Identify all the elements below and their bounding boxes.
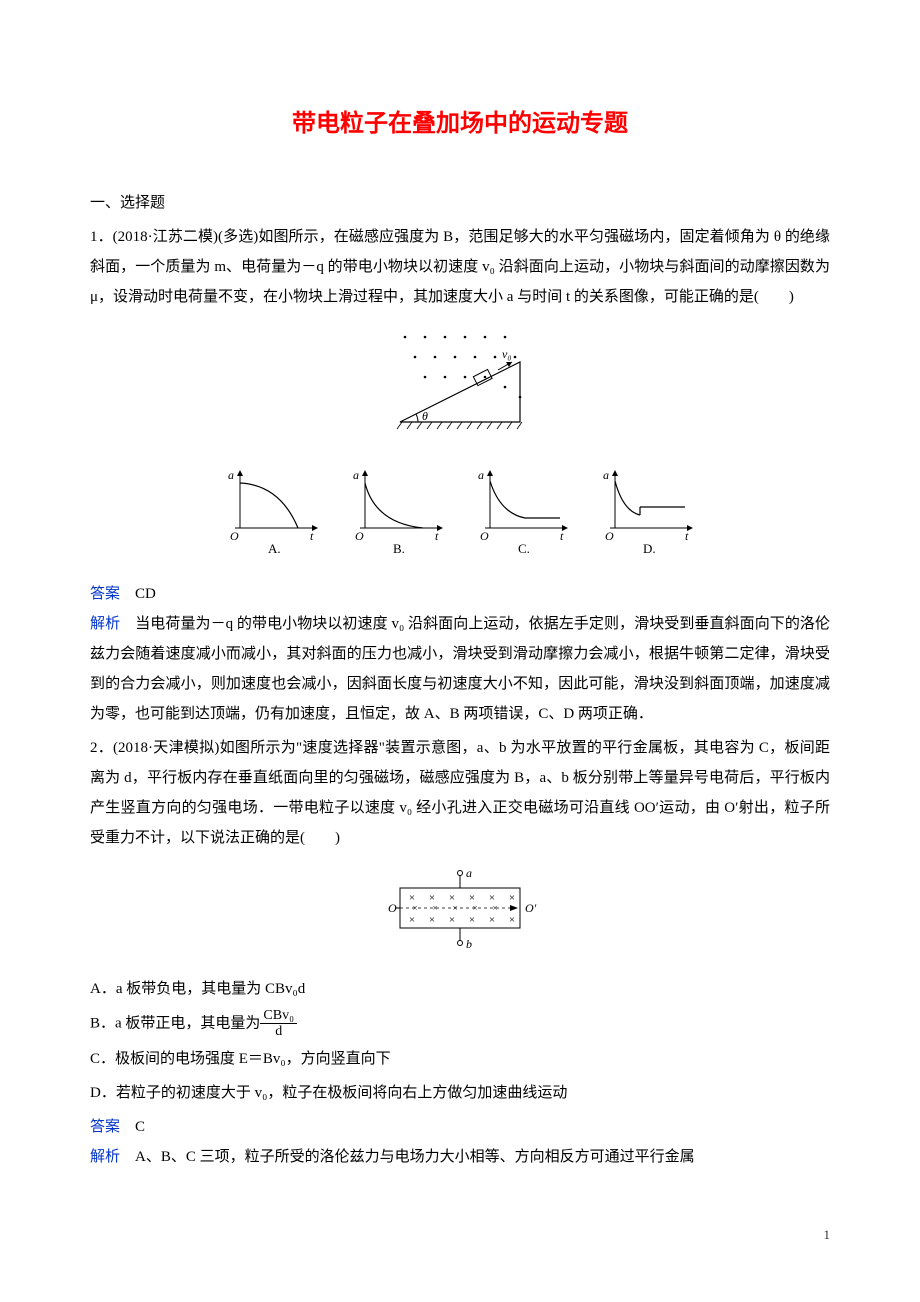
q2-answer-text: C xyxy=(120,1119,145,1135)
svg-text:×: × xyxy=(412,903,417,913)
frac-num: CBv₀ xyxy=(260,1008,297,1024)
frac-den: d xyxy=(260,1024,297,1039)
theta-label: θ xyxy=(422,409,428,423)
svg-text:×: × xyxy=(449,914,455,926)
svg-text:×: × xyxy=(469,914,475,926)
analysis-label: 解析 xyxy=(90,1149,120,1165)
svg-text:×: × xyxy=(409,914,415,926)
question-2-figure: a b ×××××× ×××××× ××××× O O′ xyxy=(90,863,830,964)
svg-text:×: × xyxy=(509,914,515,926)
answer-label: 答案 xyxy=(90,1119,120,1135)
svg-text:t: t xyxy=(435,529,439,543)
question-1-text: 1．(2018·江苏二模)(多选)如图所示，在磁感应强度为 B，范围足够大的水平… xyxy=(90,222,830,312)
q2-option-a: A．a 板带负电，其电量为 CBv₀d xyxy=(90,974,830,1004)
q2-option-d: D．若粒子的初速度大于 v₀，粒子在极板间将向右上方做匀加速曲线运动 xyxy=(90,1078,830,1108)
svg-text:b: b xyxy=(466,937,472,951)
svg-text:D.: D. xyxy=(643,541,656,556)
question-1-options-graphs: a O t A. a O t B. a O t C. xyxy=(90,463,830,569)
svg-text:O: O xyxy=(605,529,614,543)
svg-text:a: a xyxy=(353,468,359,482)
q1-analysis: 解析 当电荷量为－q 的带电小物块以初速度 v₀ 沿斜面向上运动，依据左手定则，… xyxy=(90,609,830,729)
page-number: 1 xyxy=(90,1222,830,1248)
q2-answer: 答案 C xyxy=(90,1112,830,1142)
analysis-label: 解析 xyxy=(90,616,120,632)
svg-text:×: × xyxy=(472,903,477,913)
svg-text:×: × xyxy=(452,903,457,913)
q1-analysis-text: 当电荷量为－q 的带电小物块以初速度 v₀ 沿斜面向上运动，依据左手定则，滑块受… xyxy=(90,616,830,722)
q2-optb-fraction: CBv₀d xyxy=(260,1008,297,1040)
svg-text:×: × xyxy=(509,892,515,904)
section-header: 一、选择题 xyxy=(90,188,830,218)
q1-answer-text: CD xyxy=(120,586,156,602)
q2-option-b: B．a 板带正电，其电量为CBv₀d xyxy=(90,1008,830,1040)
svg-text:×: × xyxy=(432,903,437,913)
svg-text:a: a xyxy=(478,468,484,482)
svg-text:B.: B. xyxy=(393,541,405,556)
svg-text:t: t xyxy=(310,529,314,543)
svg-text:t: t xyxy=(685,529,689,543)
svg-text:×: × xyxy=(489,914,495,926)
q2-analysis: 解析 A、B、C 三项，粒子所受的洛伦兹力与电场力大小相等、方向相反方可通过平行… xyxy=(90,1142,830,1172)
svg-text:a: a xyxy=(603,468,609,482)
q2-optb-prefix: B．a 板带正电，其电量为 xyxy=(90,1015,260,1031)
page-title: 带电粒子在叠加场中的运动专题 xyxy=(90,100,830,148)
svg-text:×: × xyxy=(492,903,497,913)
q2-analysis-text: A、B、C 三项，粒子所受的洛伦兹力与电场力大小相等、方向相反方可通过平行金属 xyxy=(120,1149,695,1165)
svg-text:t: t xyxy=(560,529,564,543)
svg-text:×: × xyxy=(429,914,435,926)
svg-text:O: O xyxy=(230,529,239,543)
svg-text:a: a xyxy=(228,468,234,482)
svg-text:O′: O′ xyxy=(525,901,537,915)
q2-option-c: C．极板间的电场强度 E＝Bv₀，方向竖直向下 xyxy=(90,1044,830,1074)
svg-text:A.: A. xyxy=(268,541,281,556)
v0-label: v₀ xyxy=(502,347,512,361)
svg-text:C.: C. xyxy=(518,541,530,556)
question-2-text: 2．(2018·天津模拟)如图所示为"速度选择器"装置示意图，a、b 为水平放置… xyxy=(90,733,830,853)
svg-text:O: O xyxy=(355,529,364,543)
svg-text:O: O xyxy=(480,529,489,543)
q1-answer: 答案 CD xyxy=(90,579,830,609)
question-1-figure-incline: θ v₀ xyxy=(90,322,830,453)
answer-label: 答案 xyxy=(90,586,120,602)
svg-text:a: a xyxy=(466,866,472,880)
